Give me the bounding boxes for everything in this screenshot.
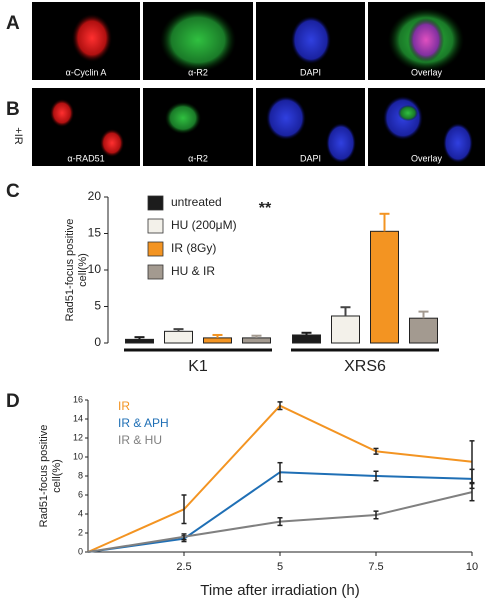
legend-swatch bbox=[147, 241, 164, 257]
x-tick-label: XRS6 bbox=[344, 358, 386, 375]
y-tick-label: 0 bbox=[94, 335, 101, 349]
y-tick-label: 15 bbox=[88, 226, 102, 240]
y-tick-label: 4 bbox=[78, 508, 83, 518]
panel-letter: A bbox=[6, 13, 20, 34]
legend-label: IR & APH bbox=[118, 416, 169, 430]
y-axis-label: cell(%) bbox=[77, 253, 89, 287]
legend-swatch bbox=[147, 195, 164, 211]
y-tick-label: 2 bbox=[78, 527, 83, 537]
x-axis-label: Time after irradiation (h) bbox=[200, 582, 360, 599]
panel-letter: C bbox=[6, 181, 20, 202]
legend-label: IR & HU bbox=[118, 433, 162, 447]
x-tick-label: 5 bbox=[277, 561, 283, 573]
legend-swatch bbox=[147, 264, 164, 280]
cell bbox=[291, 16, 331, 64]
cell bbox=[443, 123, 473, 163]
cell bbox=[100, 129, 124, 157]
y-tick-label: 14 bbox=[73, 413, 83, 423]
bar bbox=[409, 317, 438, 344]
panel-letter: D bbox=[6, 391, 20, 412]
y-tick-label: 10 bbox=[88, 262, 102, 276]
micrograph bbox=[32, 88, 140, 166]
y-axis-label: cell(%) bbox=[51, 459, 63, 493]
cell bbox=[326, 123, 356, 163]
image-label: α-R2 bbox=[188, 153, 208, 163]
y-tick-label: 6 bbox=[78, 489, 83, 499]
legend-swatch bbox=[147, 218, 164, 234]
image-label: α-RAD51 bbox=[67, 153, 104, 163]
bar bbox=[125, 338, 154, 344]
image-label: Overlay bbox=[411, 153, 443, 163]
y-tick-label: 12 bbox=[73, 432, 83, 442]
series-line bbox=[87, 471, 473, 553]
cell bbox=[408, 18, 444, 62]
x-tick-label: 10 bbox=[466, 561, 478, 573]
bar bbox=[164, 330, 193, 344]
y-tick-label: 10 bbox=[73, 451, 83, 461]
bar bbox=[331, 315, 360, 344]
y-axis-label: Rad51-focus positive bbox=[64, 219, 76, 322]
legend-label: IR bbox=[118, 399, 130, 413]
cell bbox=[165, 102, 201, 134]
x-tick-label: 2.5 bbox=[176, 561, 191, 573]
image-label: Overlay bbox=[411, 67, 443, 77]
y-axis-label: Rad51-focus positive bbox=[38, 425, 50, 528]
image-label: DAPI bbox=[300, 67, 321, 77]
legend-label: untreated bbox=[171, 195, 222, 209]
micrograph bbox=[143, 88, 253, 166]
x-tick-label: K1 bbox=[188, 358, 208, 375]
cell bbox=[72, 14, 112, 62]
y-tick-label: 16 bbox=[73, 394, 83, 404]
y-tick-label: 0 bbox=[78, 546, 83, 556]
cell bbox=[398, 105, 418, 121]
significance: ** bbox=[259, 200, 272, 217]
image-label: α-R2 bbox=[188, 67, 208, 77]
x-tick-label: 7.5 bbox=[368, 561, 383, 573]
legend-label: IR (8Gy) bbox=[171, 241, 216, 255]
image-label: DAPI bbox=[300, 153, 321, 163]
bar bbox=[370, 230, 399, 344]
legend-label: HU (200μM) bbox=[171, 218, 237, 232]
y-tick-label: 20 bbox=[88, 189, 102, 203]
bar bbox=[292, 334, 321, 344]
y-tick-label: 5 bbox=[94, 299, 101, 313]
bar bbox=[203, 337, 232, 344]
y-tick-label: 8 bbox=[78, 470, 83, 480]
cell bbox=[266, 96, 306, 140]
bar bbox=[242, 337, 271, 344]
side-label: +IR bbox=[12, 127, 24, 144]
image-label: α-Cyclin A bbox=[66, 67, 107, 77]
cell bbox=[50, 99, 74, 127]
legend-label: HU & IR bbox=[171, 264, 215, 278]
panel-letter: B bbox=[6, 99, 20, 120]
cell bbox=[160, 8, 236, 72]
